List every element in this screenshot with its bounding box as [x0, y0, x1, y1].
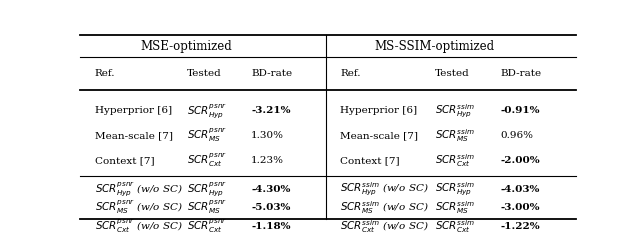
- Text: $SCR_{MS}^{ssim}$ (w/o SC): $SCR_{MS}^{ssim}$ (w/o SC): [340, 199, 429, 216]
- Text: Tested: Tested: [435, 69, 469, 78]
- Text: Context [7]: Context [7]: [95, 156, 154, 165]
- Text: -1.22%: -1.22%: [500, 222, 540, 231]
- Text: 1.30%: 1.30%: [251, 131, 284, 140]
- Text: -3.00%: -3.00%: [500, 203, 540, 212]
- Text: -3.21%: -3.21%: [251, 106, 291, 115]
- Text: $SCR_{Cxt}^{ssim}$ (w/o SC): $SCR_{Cxt}^{ssim}$ (w/o SC): [340, 218, 429, 235]
- Text: -4.03%: -4.03%: [500, 185, 540, 194]
- Text: $SCR_{MS}^{ssim}$: $SCR_{MS}^{ssim}$: [435, 127, 475, 144]
- Text: $SCR_{Cxt}^{psnr}$: $SCR_{Cxt}^{psnr}$: [187, 218, 227, 235]
- Text: $SCR_{MS}^{psnr}$: $SCR_{MS}^{psnr}$: [187, 199, 227, 216]
- Text: -5.03%: -5.03%: [251, 203, 291, 212]
- Text: $SCR_{Hyp}^{psnr}$ (w/o SC): $SCR_{Hyp}^{psnr}$ (w/o SC): [95, 180, 183, 198]
- Text: $SCR_{MS}^{psnr}$ (w/o SC): $SCR_{MS}^{psnr}$ (w/o SC): [95, 199, 183, 216]
- Text: $SCR_{MS}^{ssim}$: $SCR_{MS}^{ssim}$: [435, 199, 475, 216]
- Text: Tested: Tested: [187, 69, 221, 78]
- Text: $SCR_{Cxt}^{psnr}$ (w/o SC): $SCR_{Cxt}^{psnr}$ (w/o SC): [95, 218, 183, 235]
- Text: 0.96%: 0.96%: [500, 131, 534, 140]
- Text: MS-SSIM-optimized: MS-SSIM-optimized: [374, 40, 495, 53]
- Text: $SCR_{Hyp}^{psnr}$: $SCR_{Hyp}^{psnr}$: [187, 180, 227, 198]
- Text: Mean-scale [7]: Mean-scale [7]: [95, 131, 173, 140]
- Text: Hyperprior [6]: Hyperprior [6]: [95, 106, 172, 115]
- Text: BD-rate: BD-rate: [251, 69, 292, 78]
- Text: -4.30%: -4.30%: [251, 185, 291, 194]
- Text: $SCR_{Cxt}^{ssim}$: $SCR_{Cxt}^{ssim}$: [435, 218, 475, 235]
- Text: $SCR_{Hyp}^{ssim}$: $SCR_{Hyp}^{ssim}$: [435, 181, 475, 198]
- Text: Ref.: Ref.: [340, 69, 361, 78]
- Text: $SCR_{Cxt}^{psnr}$: $SCR_{Cxt}^{psnr}$: [187, 152, 227, 169]
- Text: Context [7]: Context [7]: [340, 156, 400, 165]
- Text: -1.18%: -1.18%: [251, 222, 291, 231]
- Text: -0.91%: -0.91%: [500, 106, 540, 115]
- Text: $SCR_{MS}^{psnr}$: $SCR_{MS}^{psnr}$: [187, 127, 227, 144]
- Text: 1.23%: 1.23%: [251, 156, 284, 165]
- Text: Hyperprior [6]: Hyperprior [6]: [340, 106, 417, 115]
- Text: $SCR_{Cxt}^{ssim}$: $SCR_{Cxt}^{ssim}$: [435, 152, 475, 169]
- Text: Mean-scale [7]: Mean-scale [7]: [340, 131, 419, 140]
- Text: -2.00%: -2.00%: [500, 156, 540, 165]
- Text: MSE-optimized: MSE-optimized: [141, 40, 232, 53]
- Text: Ref.: Ref.: [95, 69, 115, 78]
- Text: $SCR_{Hyp}^{psnr}$: $SCR_{Hyp}^{psnr}$: [187, 102, 227, 120]
- Text: BD-rate: BD-rate: [500, 69, 541, 78]
- Text: $SCR_{Hyp}^{ssim}$: $SCR_{Hyp}^{ssim}$: [435, 102, 475, 120]
- Text: $SCR_{Hyp}^{ssim}$ (w/o SC): $SCR_{Hyp}^{ssim}$ (w/o SC): [340, 181, 429, 198]
